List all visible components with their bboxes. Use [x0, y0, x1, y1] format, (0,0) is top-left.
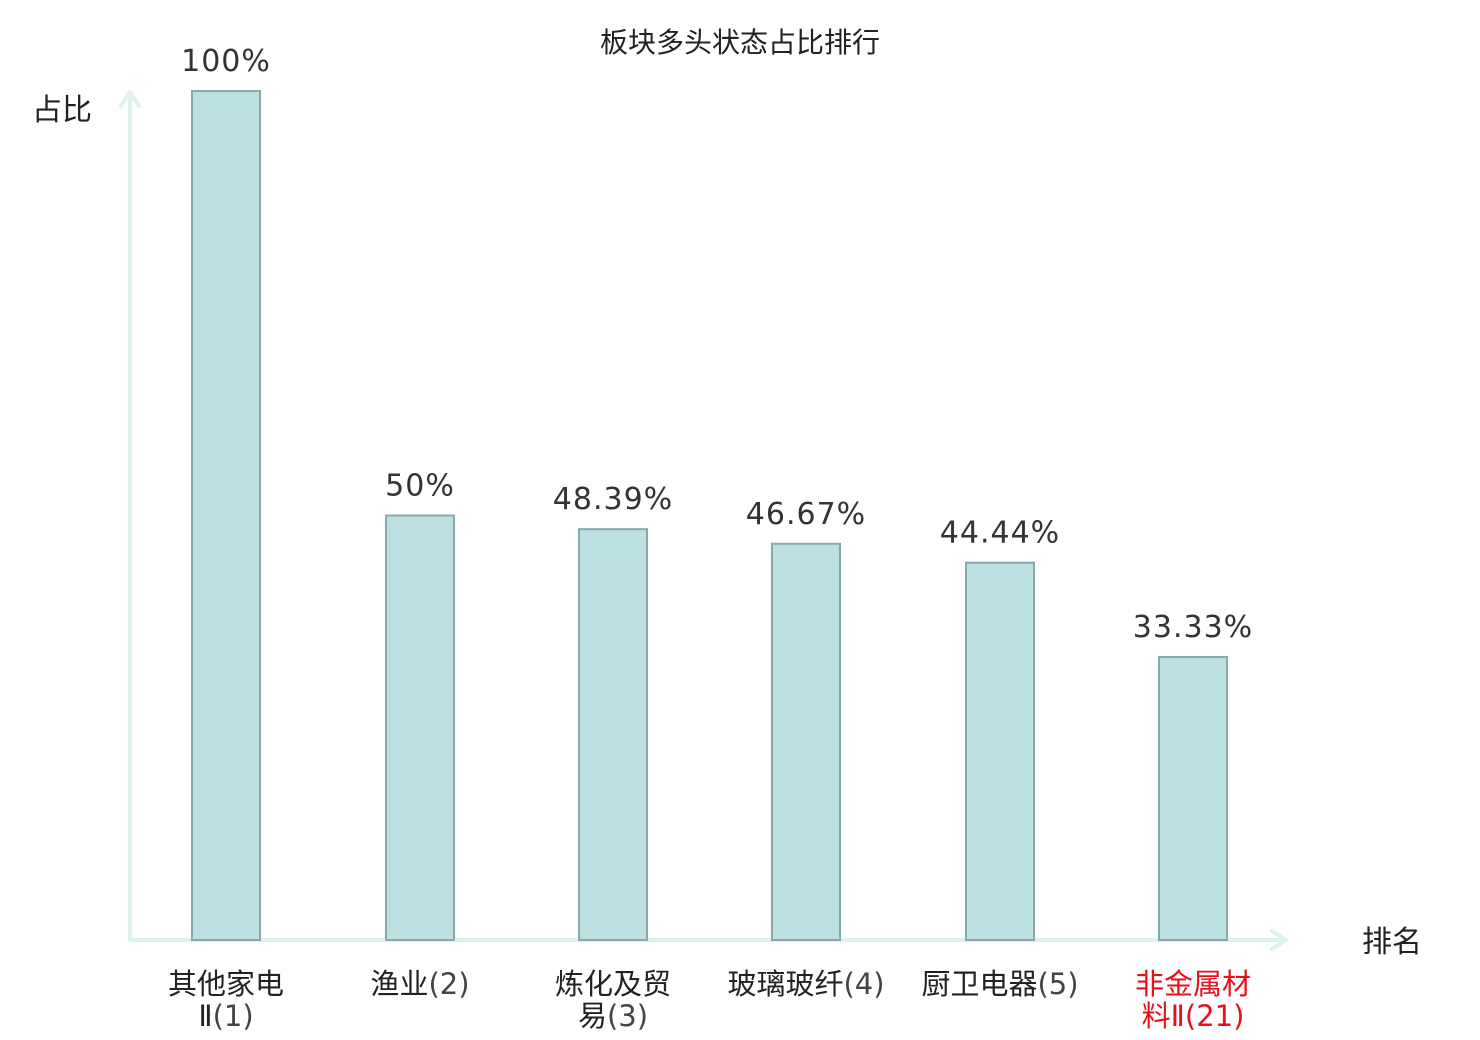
category-tick-label: 厨卫电器(5)	[921, 967, 1078, 1001]
bar[interactable]	[965, 561, 1035, 941]
bar-value-label: 33.33%	[1133, 610, 1253, 645]
bar[interactable]	[191, 90, 261, 941]
category-tick-label: 玻璃玻纤(4)	[727, 967, 884, 1001]
y-axis-line	[119, 90, 141, 942]
y-axis-label: 占比	[32, 93, 92, 128]
category-tick-label: 炼化及贸易(3)	[555, 967, 671, 1033]
bar[interactable]	[1158, 656, 1228, 942]
bar[interactable]	[771, 542, 841, 942]
bars-group	[191, 90, 1228, 942]
x-axis-line	[128, 929, 1288, 951]
bar-value-label: 46.67%	[746, 497, 866, 532]
category-tick-label: 非金属材料Ⅱ(21)	[1135, 967, 1251, 1033]
bar-value-label: 48.39%	[553, 482, 673, 517]
bar-value-label: 100%	[181, 44, 271, 79]
bar-value-label: 50%	[385, 469, 455, 504]
bar-value-label: 44.44%	[940, 516, 1060, 551]
category-tick-label: 其他家电 Ⅱ(1)	[168, 967, 284, 1033]
chart-title: 板块多头状态占比排行	[600, 26, 880, 59]
bar[interactable]	[578, 528, 648, 941]
category-tick-label: 渔业(2)	[370, 967, 469, 1001]
bar[interactable]	[385, 514, 455, 941]
x-axis-label: 排名	[1362, 925, 1422, 960]
category-labels-group: 其他家电 Ⅱ(1) 渔业(2) 炼化及贸易(3) 玻璃玻纤(4) 厨卫电器(5) 非金属材料…	[168, 967, 1251, 1033]
value-labels-group: 100% 50% 48.39% 46.67% 44.44% 33.33%	[181, 44, 1253, 645]
